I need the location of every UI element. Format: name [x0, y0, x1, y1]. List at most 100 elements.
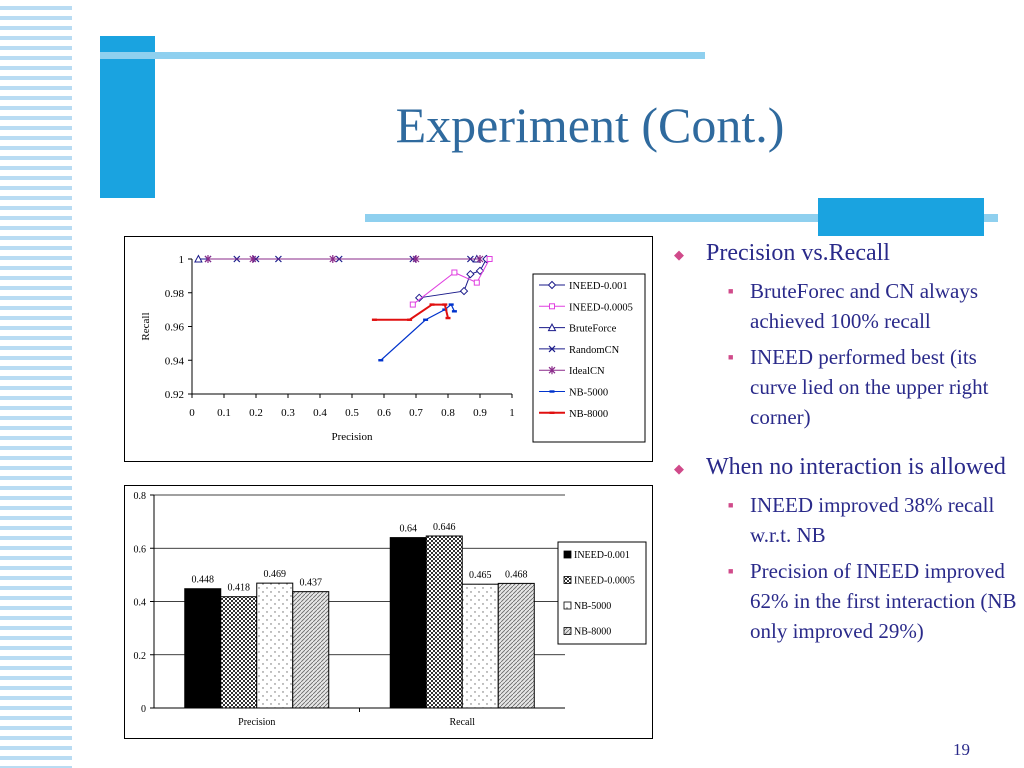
- legend-marker: [549, 411, 555, 414]
- data-point: [412, 255, 420, 263]
- legend-marker: [549, 390, 555, 393]
- legend-label: INEED-0.0005: [574, 576, 635, 587]
- y-axis-label: Recall: [140, 312, 152, 340]
- y-tick-label: 0.92: [165, 389, 184, 401]
- legend-marker: [549, 303, 555, 310]
- data-point: [407, 318, 413, 321]
- x-axis-label: Precision: [332, 431, 373, 443]
- x-tick-label: 1: [509, 407, 515, 419]
- square-bullet-icon: ■: [728, 566, 734, 576]
- x-tick-label: Precision: [238, 717, 275, 728]
- sub-bullet-2-1-text: INEED improved 38% recall w.r.t. NB: [750, 493, 995, 547]
- y-tick-label: 0.2: [134, 651, 147, 662]
- legend-marker: [548, 345, 556, 353]
- data-point: [409, 301, 416, 308]
- bullet-1: ◆ Precision vs.Recall: [670, 238, 1020, 268]
- precision-recall-line-chart: 0 0.1 0.2 0.3 0.4 0.5 0.6 0.7 0.8 0.9 1 0.92 0.94 0.9…: [124, 236, 653, 462]
- x-tick-label: 0.9: [473, 407, 487, 419]
- legend-swatch: [563, 576, 572, 584]
- bullet-2-text: When no interaction is allowed: [706, 454, 1006, 480]
- legend-label: NB-5000: [569, 388, 608, 399]
- square-bullet-icon: ■: [728, 352, 734, 362]
- data-point: [486, 256, 493, 262]
- data-point: [445, 316, 451, 320]
- bar-NB-8000-Recall: [497, 582, 535, 709]
- legend-marker: [548, 366, 556, 375]
- sub-bullet-2-2-text: Precision of INEED improved 62% in the f…: [750, 559, 1017, 643]
- sub-bullet-2-1: ■ INEED improved 38% recall w.r.t. NB: [670, 490, 1020, 550]
- bar-NB-8000-Precision: [292, 591, 330, 709]
- x-tick-label: 0.4: [313, 407, 327, 419]
- data-point: [473, 279, 480, 286]
- series-NB-8000: [371, 303, 451, 321]
- sub-bullet-1-2: ■ INEED performed best (its curve lied on…: [670, 342, 1020, 432]
- legend-box: [557, 541, 647, 645]
- legend-label: RandomCN: [569, 345, 620, 356]
- slide-title: Experiment (Cont.): [395, 97, 785, 153]
- series-IdealCN: [204, 255, 484, 263]
- data-point: [414, 293, 424, 303]
- y-tick-label: 0: [141, 704, 146, 715]
- sub-bullet-1-2-text: INEED performed best (its curve lied on …: [750, 345, 989, 429]
- vertical-accent-bar: [100, 36, 155, 198]
- square-bullet-icon: ■: [728, 500, 734, 510]
- sub-bullet-1-1: ■ BruteForec and CN always achieved 100% …: [670, 276, 1020, 336]
- sub-bullet-1-1-text: BruteForec and CN always achieved 100% r…: [750, 279, 979, 333]
- bullet-list: ◆ Precision vs.Recall ■ BruteForec and CN …: [670, 238, 1020, 646]
- data-point: [476, 255, 484, 263]
- x-tick-label: 0.3: [281, 407, 295, 419]
- sub-bullet-2-2: ■ Precision of INEED improved 62% in the …: [670, 556, 1020, 646]
- data-label: 0.465: [469, 570, 492, 581]
- data-point: [194, 254, 203, 263]
- y-tick-label: 0.8: [134, 491, 147, 502]
- y-tick-label: 0.6: [134, 544, 147, 555]
- legend-label: BruteForce: [569, 324, 617, 335]
- y-tick-label: 0.94: [165, 355, 185, 367]
- data-point: [329, 255, 337, 263]
- middle-accent-line: [365, 214, 998, 222]
- data-point: [448, 303, 454, 306]
- x-tick-label: 0.6: [377, 407, 391, 419]
- legend-label: NB-8000: [569, 409, 608, 420]
- legend-label: IdealCN: [569, 366, 605, 377]
- bar-chart-svg: 0 0.2 0.4 0.6 0.8 0.448 0.418 0.469 0.437 Precisi…: [134, 491, 647, 728]
- data-point: [249, 255, 257, 263]
- left-stripe-decoration: [0, 0, 72, 768]
- precision-recall-bar-chart: 0 0.2 0.4 0.6 0.8 0.448 0.418 0.469 0.437 Precisi…: [124, 485, 653, 739]
- legend-swatch: [563, 601, 572, 610]
- data-point: [378, 359, 384, 362]
- square-bullet-icon: ■: [728, 286, 734, 296]
- precision-recall-svg: 0 0.1 0.2 0.3 0.4 0.5 0.6 0.7 0.8 0.9 1 0.92 0.94 0.9…: [140, 254, 646, 443]
- y-tick-label: 1: [179, 254, 185, 266]
- data-point: [423, 318, 429, 321]
- bar-NB-5000-Recall: [461, 583, 499, 709]
- data-label: 0.437: [300, 578, 323, 589]
- data-label: 0.418: [228, 583, 251, 594]
- x-tick-label: 0.8: [441, 407, 455, 419]
- x-tick-label: Recall: [449, 717, 475, 728]
- data-point: [451, 310, 457, 313]
- x-tick-label: 0.1: [217, 407, 231, 419]
- data-point: [451, 269, 458, 276]
- x-tick-label: 0: [189, 407, 195, 419]
- legend-label: NB-5000: [574, 601, 611, 612]
- bar-INEED-0.001-Recall: [389, 537, 427, 709]
- diamond-bullet-icon: ◆: [674, 247, 684, 262]
- series-NB-5000: [378, 303, 457, 362]
- data-label: 0.64: [400, 524, 418, 535]
- data-point: [442, 308, 448, 311]
- legend-marker: [547, 323, 557, 332]
- legend-label: INEED-0.001: [574, 550, 630, 561]
- legend-label: INEED-0.0005: [569, 302, 633, 313]
- x-tick-label: 0.7: [409, 407, 423, 419]
- data-label: 0.469: [264, 569, 287, 580]
- legend-swatch: [563, 627, 572, 635]
- y-tick-label: 0.4: [134, 598, 147, 609]
- legend-swatch: [563, 550, 572, 559]
- data-point: [475, 266, 485, 276]
- data-label: 0.468: [505, 569, 528, 580]
- legend-label: NB-8000: [574, 627, 611, 638]
- series-line: [412, 258, 491, 305]
- x-tick-label: 0.5: [345, 407, 359, 419]
- bar-INEED-0.0005-Precision: [220, 596, 258, 709]
